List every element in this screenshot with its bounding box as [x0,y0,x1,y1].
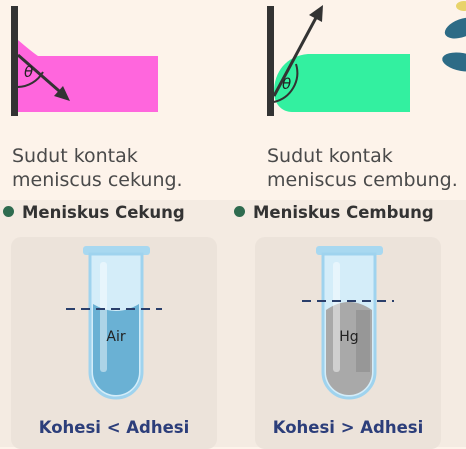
water-test-tube: Air [66,246,162,400]
mercury-tube-highlight [333,262,340,372]
convex-liquid-bulge [274,54,308,112]
concave-liquid-fill [18,40,158,112]
mercury-liquid-shade [356,310,370,372]
water-liquid [93,304,139,395]
convex-caption-line1: Sudut kontak [267,145,393,167]
convex-tangent-arrow [272,13,320,97]
concave-caption: Sudut kontak meniscus cekung. [12,144,183,192]
convex-theta-symbol: θ [282,75,291,93]
bullet-icon [234,206,245,217]
mercury-test-tube: Hg [302,246,394,400]
bullet-icon [3,206,14,217]
convex-wall [267,6,274,116]
convex-arrowhead [309,5,323,22]
concave-theta-symbol: θ [24,63,33,81]
mercury-label: Hg [339,329,358,345]
leaf-upper [444,17,466,39]
leaf-lower [442,52,466,72]
convex-heading-text: Meniskus Cembung [253,203,434,222]
concave-tangent-arrow [17,53,67,99]
leaf-accent [456,1,466,11]
water-tube-highlight [100,262,107,372]
concave-relation: Kohesi < Adhesi [38,418,190,437]
convex-heading: Meniskus Cembung [234,203,434,222]
concave-arrowhead [54,86,70,101]
convex-angle-diagram: θ [267,5,410,116]
convex-liquid-fill [308,54,410,112]
concave-caption-line2: meniscus cekung. [12,169,183,191]
convex-caption: Sudut kontak meniscus cembung. [267,144,458,192]
decorative-leaves [442,1,466,72]
concave-wall [11,6,18,116]
convex-caption-line2: meniscus cembung. [267,169,458,191]
concave-caption-line1: Sudut kontak [12,145,138,167]
contact-angle-diagrams: θ θ [11,1,466,116]
convex-angle-arc [273,63,299,103]
water-label: Air [106,329,125,345]
concave-angle-diagram: θ [11,6,158,116]
concave-heading-text: Meniskus Cekung [22,203,185,222]
convex-relation: Kohesi > Adhesi [272,418,424,437]
concave-heading: Meniskus Cekung [3,203,185,222]
